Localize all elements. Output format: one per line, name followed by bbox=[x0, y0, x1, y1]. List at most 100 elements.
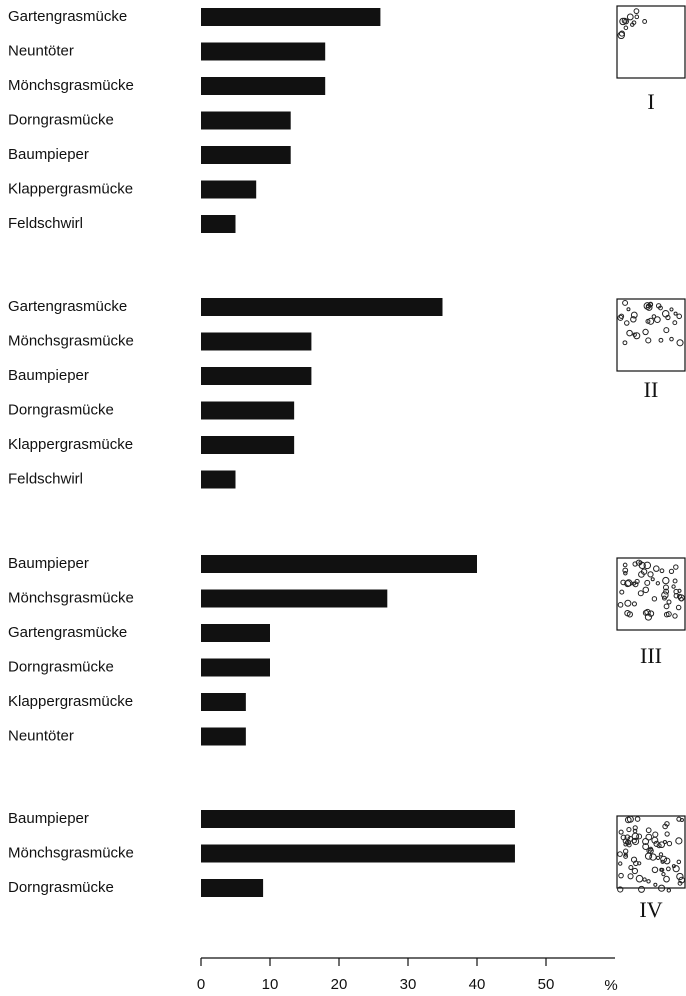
icon-dot bbox=[662, 872, 665, 875]
icon-dot bbox=[652, 597, 656, 601]
category-label: Klappergrasmücke bbox=[8, 180, 133, 197]
icon-dot bbox=[627, 827, 631, 831]
category-label: Feldschwirl bbox=[8, 215, 83, 232]
icon-dot bbox=[664, 604, 669, 609]
category-label: Klappergrasmücke bbox=[8, 693, 133, 710]
icon-dot bbox=[653, 832, 658, 837]
icon-dot bbox=[639, 886, 645, 892]
icon-dot bbox=[627, 14, 633, 20]
bar bbox=[201, 112, 291, 130]
x-tick-label: 30 bbox=[400, 976, 417, 993]
category-label: Mönchsgrasmücke bbox=[8, 589, 134, 606]
category-label: Feldschwirl bbox=[8, 470, 83, 487]
chart: Gartengrasmücke Neuntöter Mönchsgrasmücke D… bbox=[0, 0, 686, 996]
icon-dot bbox=[643, 329, 648, 334]
category-label: Gartengrasmücke bbox=[8, 624, 127, 641]
icon-dot bbox=[646, 338, 651, 343]
x-axis-label: % bbox=[604, 977, 617, 994]
icon-dot bbox=[628, 874, 633, 879]
bar bbox=[201, 436, 294, 454]
icon-dot bbox=[627, 308, 630, 311]
icon-dot bbox=[677, 860, 681, 864]
icon-dot bbox=[660, 868, 663, 871]
bar bbox=[201, 810, 515, 828]
icon-dot bbox=[673, 614, 677, 618]
x-tick-label: 50 bbox=[538, 976, 555, 993]
category-label: Dorngrasmücke bbox=[8, 401, 114, 418]
icon-dot bbox=[663, 840, 666, 843]
icon-dot bbox=[663, 577, 669, 583]
bar bbox=[201, 146, 291, 164]
icon-dot bbox=[673, 579, 677, 583]
icon-dot bbox=[667, 889, 670, 892]
icon-dot bbox=[638, 591, 643, 596]
icon-dot bbox=[635, 15, 639, 19]
bar bbox=[201, 624, 270, 642]
icon-dot bbox=[667, 867, 671, 871]
icon-dot bbox=[678, 589, 681, 592]
icon-dot bbox=[656, 582, 659, 585]
icon-dot bbox=[645, 580, 650, 585]
icon-dot bbox=[619, 830, 623, 834]
icon-dot bbox=[654, 883, 657, 886]
bar bbox=[201, 471, 236, 489]
category-label: Dorngrasmücke bbox=[8, 111, 114, 128]
icon-dot bbox=[652, 867, 657, 872]
icon-dot bbox=[623, 341, 627, 345]
bar bbox=[201, 845, 515, 863]
icon-dot bbox=[619, 873, 624, 878]
category-label: Baumpieper bbox=[8, 555, 89, 572]
bar bbox=[201, 333, 311, 351]
category-label: Baumpieper bbox=[8, 146, 89, 163]
icon-dot bbox=[619, 862, 622, 865]
category-label: Gartengrasmücke bbox=[8, 8, 127, 25]
icon-dot bbox=[662, 592, 668, 598]
category-label: Mönchsgrasmücke bbox=[8, 77, 134, 94]
icon-dot bbox=[665, 832, 669, 836]
icon-dot bbox=[662, 311, 668, 317]
icon-dot bbox=[625, 600, 631, 606]
category-label: Neuntöter bbox=[8, 42, 74, 59]
icon-dot bbox=[636, 875, 643, 882]
icon-dot bbox=[674, 565, 678, 569]
icon-dot bbox=[670, 308, 673, 311]
icon-dot bbox=[651, 578, 654, 581]
icon-dot bbox=[620, 590, 624, 594]
category-label: Klappergrasmücke bbox=[8, 436, 133, 453]
x-tick-label: 10 bbox=[262, 976, 279, 993]
bar bbox=[201, 43, 325, 61]
bar bbox=[201, 693, 246, 711]
bar bbox=[201, 659, 270, 677]
icon-dot bbox=[664, 328, 669, 333]
bar bbox=[201, 728, 246, 746]
bar bbox=[201, 555, 477, 573]
category-label: Mönchsgrasmücke bbox=[8, 844, 134, 861]
category-label: Neuntöter bbox=[8, 727, 74, 744]
icon-dot bbox=[676, 605, 680, 609]
icon-dot bbox=[623, 563, 627, 567]
icon-dot bbox=[672, 585, 675, 588]
panel-label: II bbox=[644, 377, 659, 402]
icon-dot bbox=[634, 9, 639, 14]
icon-dot bbox=[667, 841, 671, 845]
icon-dot bbox=[673, 866, 679, 872]
icon-dot bbox=[627, 330, 633, 336]
icon-dot bbox=[646, 834, 652, 840]
icon-dot bbox=[677, 314, 682, 319]
x-tick-label: 40 bbox=[469, 976, 486, 993]
icon-dot bbox=[624, 26, 628, 30]
bar bbox=[201, 215, 236, 233]
bar bbox=[201, 77, 325, 95]
bar bbox=[201, 8, 380, 26]
icon-dot bbox=[654, 566, 660, 572]
category-label: Mönchsgrasmücke bbox=[8, 332, 134, 349]
bar bbox=[201, 298, 443, 316]
icon-dot bbox=[635, 817, 640, 822]
x-tick-label: 0 bbox=[197, 976, 205, 993]
panel-label: III bbox=[640, 643, 662, 668]
icon-dot bbox=[677, 340, 683, 346]
icon-dot bbox=[625, 321, 629, 325]
icon-dot bbox=[656, 856, 659, 859]
icon-dot bbox=[673, 321, 677, 325]
bar bbox=[201, 879, 263, 897]
